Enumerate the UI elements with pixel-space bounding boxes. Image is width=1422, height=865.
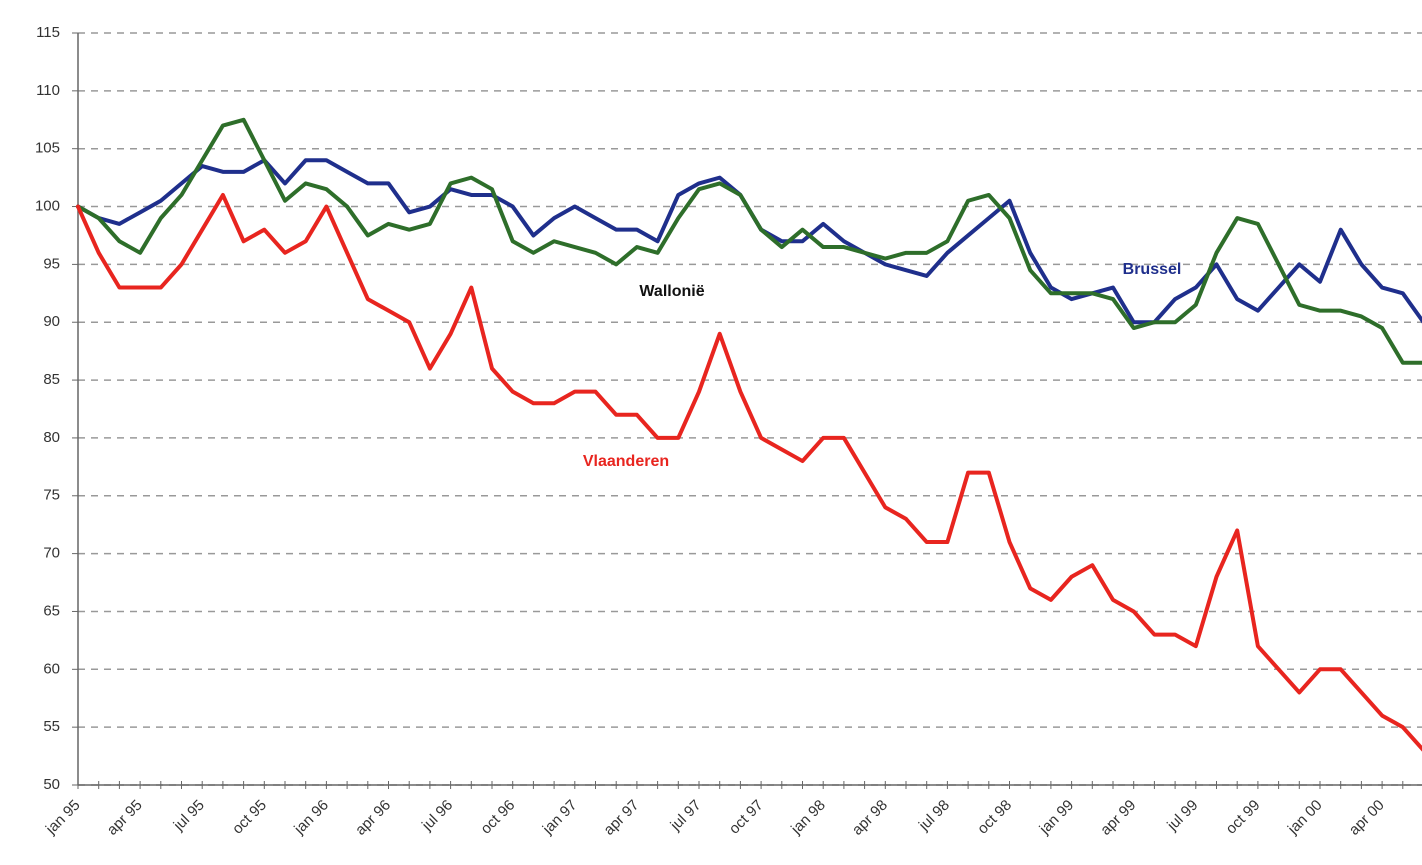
y-tick-label: 70 (43, 545, 60, 562)
y-tick-label: 100 (35, 198, 60, 215)
x-tick-label: oct 98 (974, 797, 1015, 838)
x-tick-label: jan 99 (1036, 797, 1078, 839)
x-tick-label: apr 95 (104, 797, 146, 839)
y-tick-label: 55 (43, 718, 60, 735)
series-label: Vlaanderen (583, 453, 669, 470)
y-tick-label: 105 (35, 140, 60, 157)
series-label: Brussel (1123, 261, 1182, 278)
x-tick-label: apr 98 (849, 797, 891, 839)
y-tick-label: 50 (43, 776, 60, 793)
x-tick-label: jul 99 (1163, 797, 1201, 835)
y-tick-label: 80 (43, 429, 60, 446)
series-line (76, 192, 1422, 752)
y-tick-label: 95 (43, 255, 60, 272)
x-tick-label: apr 96 (352, 797, 394, 839)
x-tick-label: jul 97 (667, 797, 705, 835)
y-tick-label: 115 (36, 24, 60, 41)
series-label: Wallonië (639, 283, 704, 300)
x-tick-label: oct 95 (229, 797, 270, 838)
x-tick-label: jul 95 (170, 797, 208, 835)
series-line (76, 117, 1422, 365)
x-tick-label: oct 97 (726, 797, 767, 838)
y-tick-label: 90 (43, 313, 60, 330)
x-tick-label: apr 99 (1097, 797, 1139, 839)
x-tick-label: jan 95 (42, 797, 84, 839)
x-tick-label: oct 99 (1223, 797, 1264, 838)
y-tick-label: 110 (36, 82, 60, 99)
y-tick-label: 85 (43, 371, 60, 388)
x-tick-label: jul 98 (915, 797, 953, 835)
y-tick-label: 60 (43, 660, 60, 677)
x-tick-label: oct 96 (477, 797, 518, 838)
x-tick-label: jan 00 (1284, 797, 1326, 839)
x-tick-label: jul 96 (418, 797, 456, 835)
x-tick-label: jan 97 (539, 797, 581, 839)
x-tick-label: apr 00 (1346, 797, 1388, 839)
x-tick-label: jan 98 (787, 797, 829, 839)
x-tick-label: jan 96 (290, 797, 332, 839)
y-tick-label: 65 (43, 602, 60, 619)
x-tick-label: apr 97 (600, 797, 642, 839)
y-tick-label: 75 (43, 487, 60, 504)
series-line (76, 158, 1422, 325)
